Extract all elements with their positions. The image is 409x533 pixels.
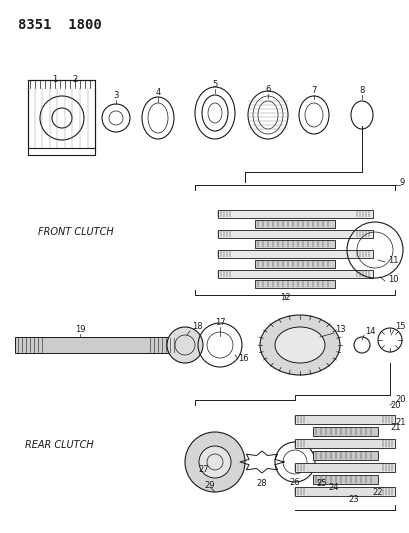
FancyBboxPatch shape: [254, 240, 334, 248]
Text: 20: 20: [389, 401, 400, 410]
FancyBboxPatch shape: [218, 270, 372, 278]
FancyBboxPatch shape: [312, 475, 377, 484]
FancyBboxPatch shape: [294, 439, 394, 448]
Text: 25: 25: [315, 479, 326, 488]
Text: 8351  1800: 8351 1800: [18, 18, 101, 32]
Text: 29: 29: [204, 481, 214, 490]
FancyBboxPatch shape: [294, 487, 394, 496]
FancyBboxPatch shape: [254, 220, 334, 228]
FancyBboxPatch shape: [218, 230, 372, 238]
FancyBboxPatch shape: [312, 451, 377, 460]
Text: 1: 1: [52, 75, 58, 84]
Text: 17: 17: [214, 318, 225, 327]
Ellipse shape: [274, 327, 324, 363]
Circle shape: [166, 327, 202, 363]
Text: 22: 22: [371, 488, 382, 497]
Circle shape: [184, 432, 245, 492]
Circle shape: [198, 446, 230, 478]
Text: 24: 24: [327, 483, 338, 492]
FancyBboxPatch shape: [294, 415, 394, 424]
Text: 12: 12: [279, 293, 290, 302]
FancyBboxPatch shape: [218, 250, 372, 258]
FancyBboxPatch shape: [312, 427, 377, 436]
Text: 11: 11: [387, 256, 398, 265]
Text: FRONT CLUTCH: FRONT CLUTCH: [38, 227, 113, 237]
Text: 18: 18: [191, 322, 202, 331]
Text: 5: 5: [212, 80, 217, 89]
Text: 19: 19: [74, 325, 85, 334]
Text: 8: 8: [358, 86, 364, 95]
Text: 7: 7: [310, 86, 316, 95]
Text: REAR CLUTCH: REAR CLUTCH: [25, 440, 94, 450]
Text: 28: 28: [255, 479, 266, 488]
FancyBboxPatch shape: [254, 260, 334, 268]
Text: 13: 13: [334, 325, 345, 334]
FancyBboxPatch shape: [15, 337, 175, 353]
Text: 20: 20: [394, 395, 405, 404]
Text: 16: 16: [237, 354, 248, 363]
Text: 27: 27: [198, 465, 208, 474]
Text: 21: 21: [389, 423, 400, 432]
Text: 2: 2: [72, 75, 77, 84]
Text: 6: 6: [265, 85, 270, 94]
Text: 10: 10: [387, 275, 398, 284]
FancyBboxPatch shape: [294, 463, 394, 472]
Text: 15: 15: [394, 322, 405, 331]
Text: 3: 3: [113, 91, 118, 100]
Text: 14: 14: [364, 327, 375, 336]
Ellipse shape: [259, 315, 339, 375]
Text: 4: 4: [155, 88, 160, 97]
Text: 9: 9: [399, 178, 404, 187]
Text: 21: 21: [394, 418, 405, 427]
FancyBboxPatch shape: [254, 280, 334, 288]
FancyBboxPatch shape: [218, 210, 372, 218]
Text: 26: 26: [288, 478, 299, 487]
Text: 23: 23: [347, 495, 358, 504]
